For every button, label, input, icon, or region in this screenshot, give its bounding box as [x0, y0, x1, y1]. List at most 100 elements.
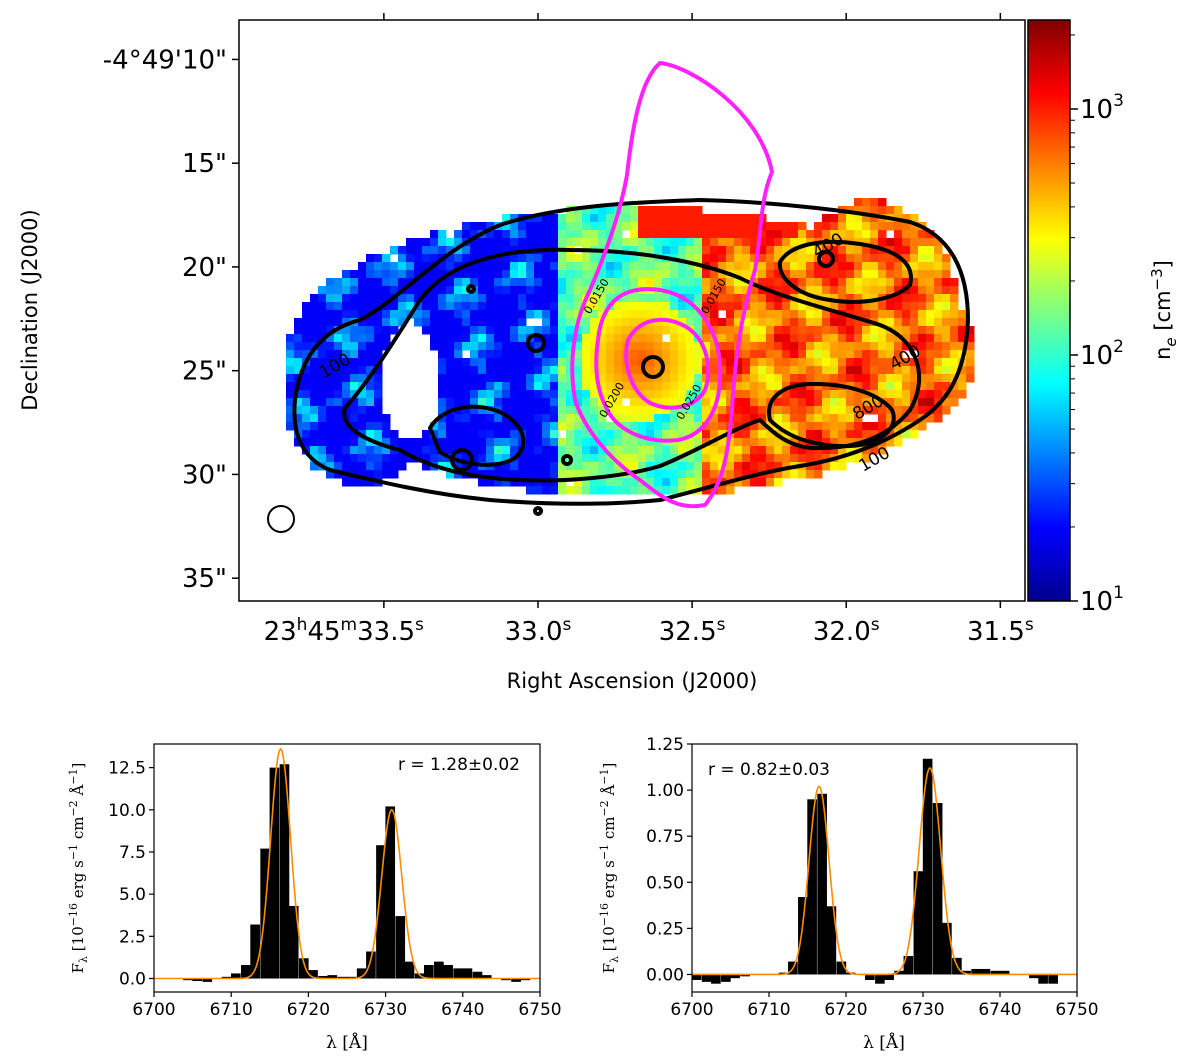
heatmap-cell: [822, 390, 831, 399]
heatmap-cell: [654, 486, 663, 495]
heatmap-cell: [814, 230, 823, 239]
heatmap-cell: [694, 238, 703, 247]
heatmap-cell: [582, 406, 591, 415]
heatmap-cell: [718, 262, 727, 271]
heatmap-cell: [758, 302, 767, 311]
heatmap-cell: [742, 286, 751, 295]
heatmap-cell: [598, 382, 607, 391]
heatmap-cell: [870, 382, 879, 391]
heatmap-cell: [622, 326, 631, 335]
heatmap-cell: [582, 382, 591, 391]
heatmap-cell: [902, 254, 911, 263]
spectrum-x-tick-label: 6750: [518, 1000, 561, 1020]
heatmap-cell: [838, 254, 847, 263]
heatmap-cell: [782, 254, 791, 263]
contour-knot-2: [526, 333, 546, 353]
heatmap-cell: [686, 350, 695, 359]
heatmap-cell: [686, 270, 695, 279]
heatmap-cell: [366, 478, 375, 487]
heatmap-cell: [438, 382, 447, 391]
heatmap-cell: [430, 422, 439, 431]
heatmap-cell: [886, 430, 895, 439]
heatmap-cell: [566, 302, 575, 311]
heatmap-cell: [750, 446, 759, 455]
heatmap-cell: [558, 446, 567, 455]
heatmap-cell: [926, 326, 935, 335]
heatmap-cell: [438, 334, 447, 343]
heatmap-cell: [822, 326, 831, 335]
heatmap-cell: [686, 246, 695, 255]
heatmap-cell: [854, 246, 863, 255]
heatmap-cell: [630, 422, 639, 431]
heatmap-cell: [606, 222, 615, 231]
heatmap-cell: [718, 238, 727, 247]
heatmap-cell: [646, 246, 655, 255]
heatmap-cell: [510, 414, 519, 423]
heatmap-cell: [542, 318, 551, 327]
heatmap-cell: [534, 406, 543, 415]
heatmap-cell: [438, 438, 447, 447]
heatmap-cell: [798, 366, 807, 375]
heatmap-cell: [574, 238, 583, 247]
heatmap-cell: [454, 270, 463, 279]
heatmap-cell: [486, 230, 495, 239]
heatmap-cell: [830, 230, 839, 239]
heatmap-cell: [950, 382, 959, 391]
heatmap-cell: [894, 342, 903, 351]
heatmap-cell: [854, 286, 863, 295]
heatmap-cell: [758, 366, 767, 375]
heatmap-cell: [518, 374, 527, 383]
heatmap-cell: [694, 278, 703, 287]
heatmap-cell: [934, 318, 943, 327]
heatmap-cell: [718, 438, 727, 447]
heatmap-cell: [846, 254, 855, 263]
heatmap-cell: [774, 470, 783, 479]
heatmap-cell: [630, 262, 639, 271]
heatmap-cell: [518, 454, 527, 463]
heatmap-cell: [582, 390, 591, 399]
heatmap-cell: [862, 302, 871, 311]
heatmap-cell: [622, 270, 631, 279]
heatmap-cell: [838, 342, 847, 351]
heatmap-cell: [654, 478, 663, 487]
heatmap-cell: [622, 462, 631, 471]
heatmap-cell: [478, 382, 487, 391]
heatmap-cell: [526, 470, 535, 479]
heatmap-cell: [790, 358, 799, 367]
heatmap-cell: [878, 238, 887, 247]
heatmap-cell: [558, 254, 567, 263]
spectrum-bar: [250, 924, 260, 979]
heatmap-cell: [734, 478, 743, 487]
spectrum-right-panel: 6700 6710 6720 6730 6740 67500.000.250.500.75…: [598, 735, 1099, 1053]
heatmap-cell: [590, 214, 599, 223]
heatmap-cell: [934, 286, 943, 295]
heatmap-cell: [550, 462, 559, 471]
heatmap-cell: [614, 278, 623, 287]
heatmap-cell: [894, 350, 903, 359]
heatmap-cell: [494, 462, 503, 471]
spectrum-y-tick-label: 0.50: [646, 873, 684, 893]
heatmap-cell: [630, 302, 639, 311]
heatmap-cell: [462, 462, 471, 471]
heatmap-cell: [558, 214, 567, 223]
map-x-tick-label: 32.0s: [813, 615, 880, 647]
heatmap-cell: [462, 358, 471, 367]
heatmap-cell: [438, 358, 447, 367]
heatmap-cell: [510, 238, 519, 247]
heatmap-cell: [574, 374, 583, 383]
heatmap-cell: [718, 390, 727, 399]
heatmap-cell: [318, 438, 327, 447]
heatmap-cell: [958, 326, 967, 335]
heatmap-cell: [766, 390, 775, 399]
heatmap-cell: [718, 222, 727, 231]
heatmap-cell: [510, 390, 519, 399]
heatmap-cell: [526, 446, 535, 455]
heatmap-cell: [614, 390, 623, 399]
heatmap-cell: [830, 366, 839, 375]
heatmap-cell: [326, 406, 335, 415]
heatmap-cell: [622, 286, 631, 295]
heatmap-cell: [910, 334, 919, 343]
heatmap-cell: [534, 422, 543, 431]
heatmap-cell: [470, 222, 479, 231]
heatmap-cell: [654, 238, 663, 247]
